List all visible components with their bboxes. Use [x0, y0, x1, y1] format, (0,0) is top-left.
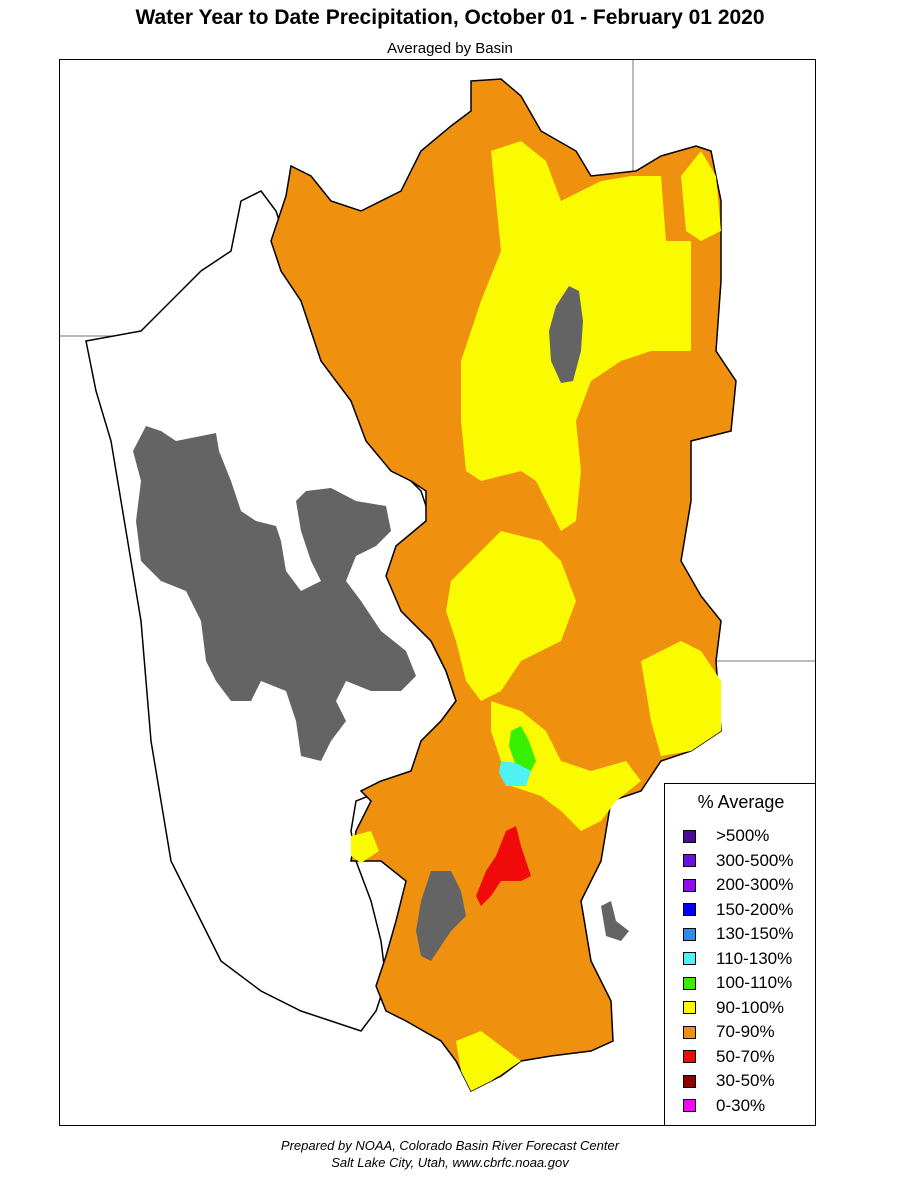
basin-yellow-south-central	[491, 701, 641, 831]
legend-swatch	[683, 976, 696, 990]
legend: % Average >500% 300-500% 200-300% 150-200% 1…	[664, 783, 816, 1126]
basin-yellow-southwest	[456, 1031, 521, 1091]
legend-swatch	[683, 1050, 696, 1064]
legend-item: 130-150%	[683, 922, 794, 947]
map-title: Water Year to Date Precipitation, Octobe…	[135, 6, 765, 29]
basin-cyan-area	[499, 761, 531, 786]
legend-item: 70-90%	[683, 1020, 794, 1045]
legend-swatch	[683, 1001, 696, 1015]
basin-yellow-east-strip	[666, 261, 691, 346]
footer-location: Salt Lake City, Utah, www.cbrfc.noaa.gov	[331, 1155, 569, 1170]
legend-item: 150-200%	[683, 898, 794, 923]
legend-swatch	[683, 952, 696, 966]
footer-credit: Prepared by NOAA, Colorado Basin River F…	[280, 1138, 620, 1153]
legend-item: 90-100%	[683, 996, 794, 1021]
legend-item: 30-50%	[683, 1069, 794, 1094]
legend-label: 90-100%	[716, 997, 785, 1017]
legend-item: 200-300%	[683, 873, 794, 898]
map-frame	[59, 59, 816, 1126]
footer: Prepared by NOAA, Colorado Basin River F…	[0, 1137, 900, 1171]
basin-yellow-middle	[446, 531, 576, 701]
legend-item: 300-500%	[683, 849, 794, 874]
basin-yellow-west-small	[351, 831, 379, 863]
map-subtitle: Averaged by Basin	[387, 40, 513, 57]
legend-swatch	[683, 829, 696, 843]
legend-label: 50-70%	[716, 1046, 775, 1066]
legend-item: 50-70%	[683, 1045, 794, 1070]
legend-label: 70-90%	[716, 1022, 775, 1042]
legend-item: >500%	[683, 824, 794, 849]
legend-label: 100-110%	[716, 973, 793, 993]
basin-yellow-northeast	[681, 151, 721, 241]
basin-red-area	[476, 826, 531, 906]
legend-swatch	[683, 1099, 696, 1113]
legend-label: 150-200%	[716, 899, 794, 919]
legend-label: 30-50%	[716, 1071, 775, 1091]
legend-items: >500% 300-500% 200-300% 150-200% 130-150% 110…	[683, 824, 794, 1118]
legend-item: 100-110%	[683, 971, 794, 996]
great-salt-lake	[133, 426, 416, 761]
legend-swatch	[683, 927, 696, 941]
legend-label: 110-130%	[716, 948, 793, 968]
basin-green-area	[509, 726, 536, 771]
legend-swatch	[683, 854, 696, 868]
legend-item: 0-30%	[683, 1094, 794, 1119]
reservoir-east	[601, 901, 629, 941]
legend-label: 130-150%	[716, 924, 794, 944]
legend-item: 110-130%	[683, 947, 794, 972]
legend-label: 0-30%	[716, 1095, 766, 1115]
basin-map	[60, 60, 815, 1093]
legend-label: 200-300%	[716, 875, 794, 895]
legend-label: 300-500%	[716, 850, 794, 870]
legend-swatch	[683, 1074, 696, 1088]
legend-swatch	[683, 878, 696, 892]
legend-swatch	[683, 903, 696, 917]
legend-swatch	[683, 1025, 696, 1039]
legend-label: >500%	[716, 826, 770, 846]
bear-lake	[549, 286, 583, 383]
basin-yellow-east	[641, 641, 721, 756]
legend-title: % Average	[697, 792, 785, 812]
utah-lake	[416, 871, 466, 961]
